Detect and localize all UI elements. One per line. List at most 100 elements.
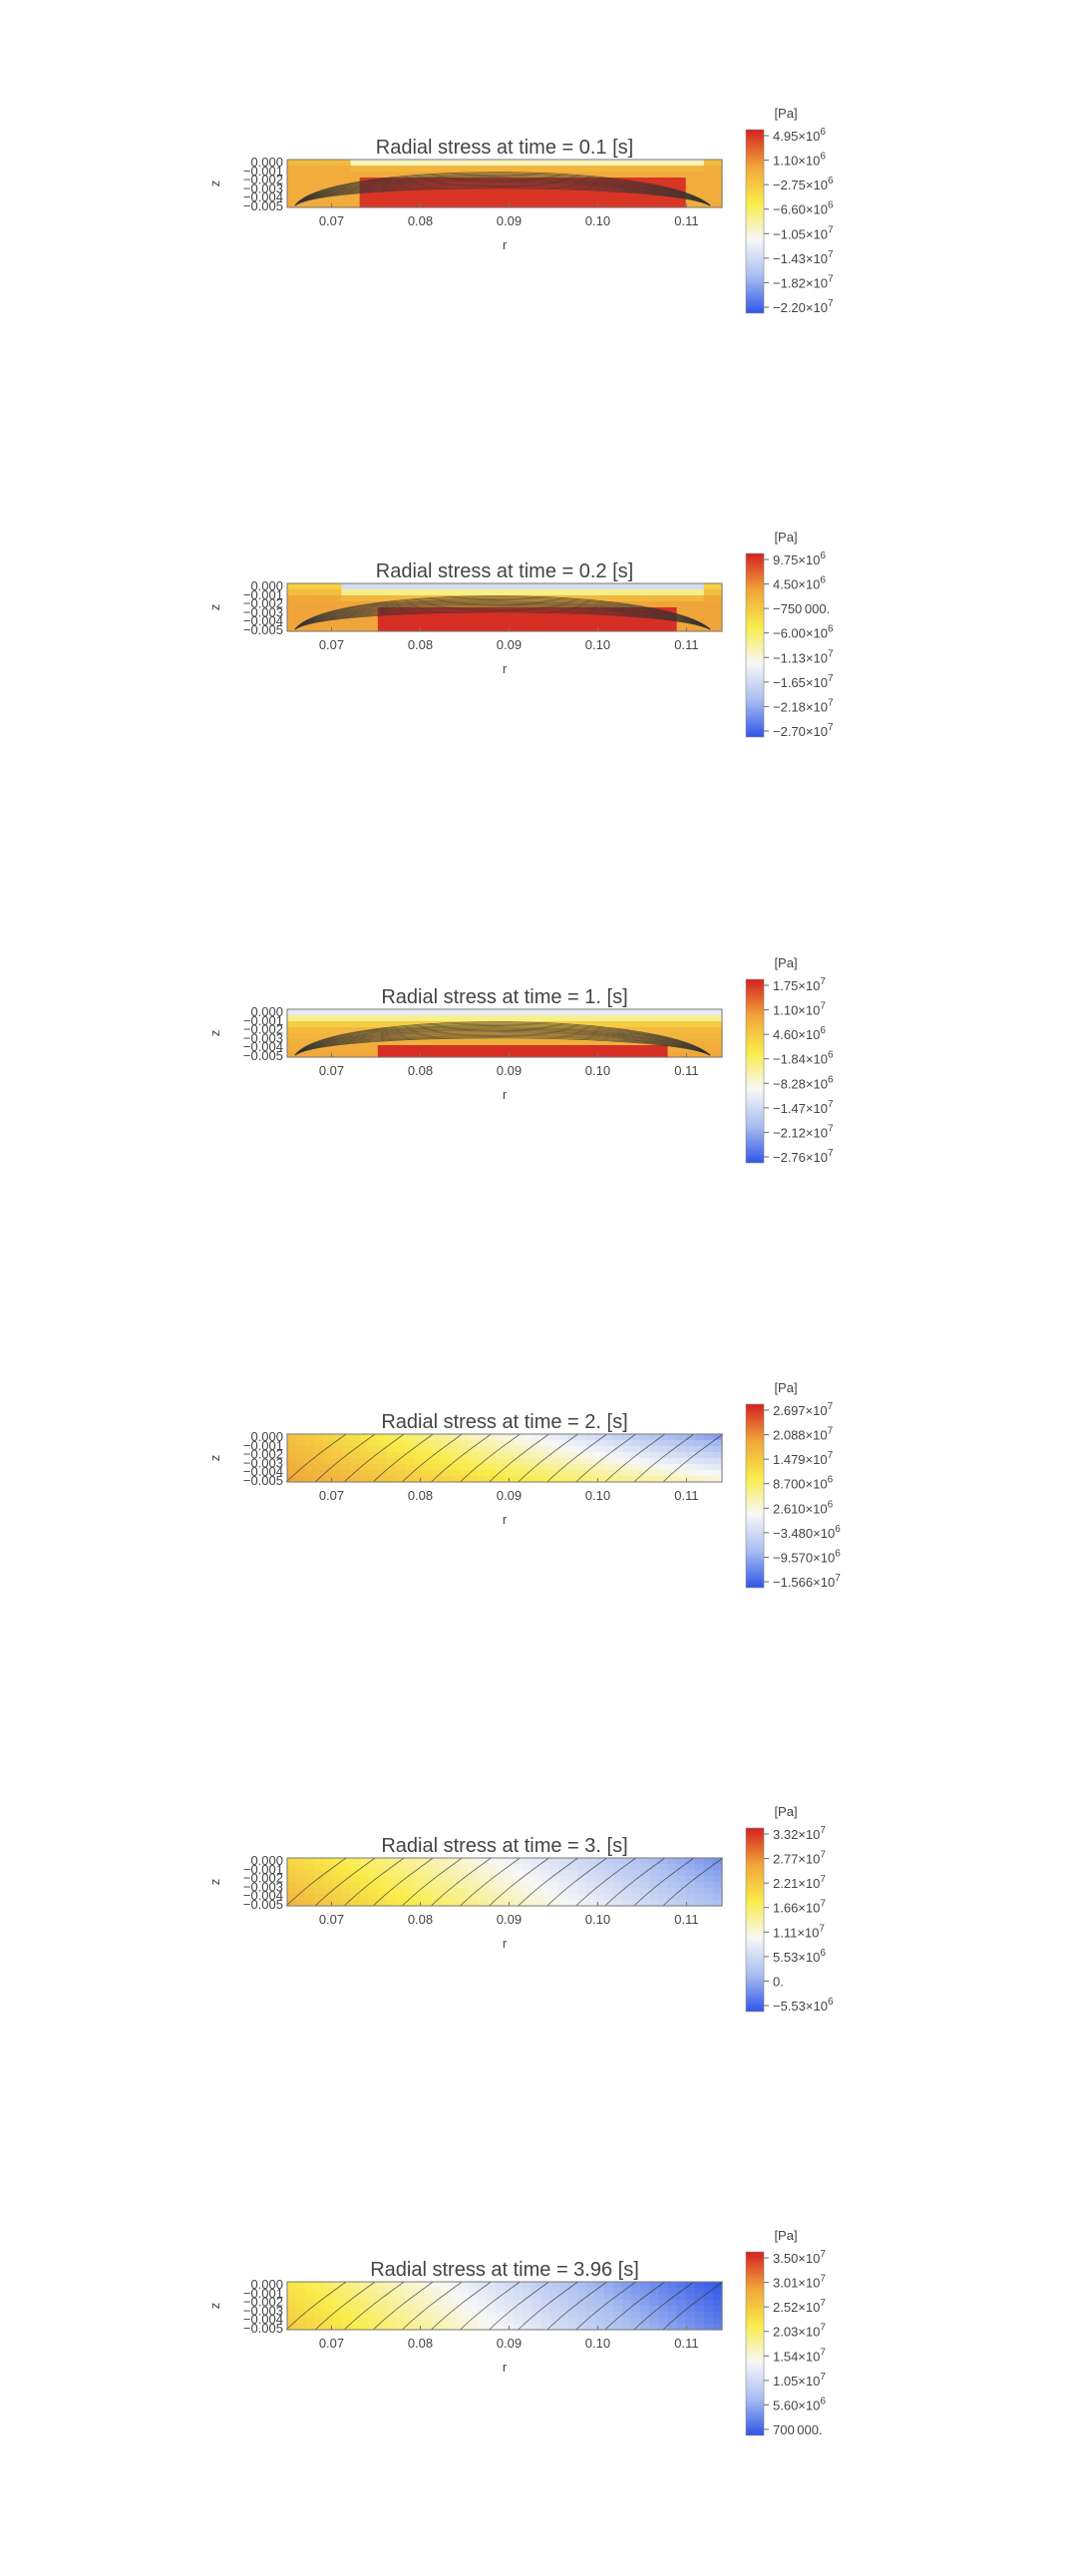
field-cell xyxy=(712,625,723,632)
field-cell xyxy=(603,2294,614,2301)
field-cell xyxy=(323,2312,334,2319)
contour-line xyxy=(489,2281,549,2331)
field-cell xyxy=(603,2324,614,2331)
field-cell xyxy=(676,1900,687,1907)
field-cell xyxy=(386,1858,397,1865)
field-cell xyxy=(350,1009,361,1016)
field-cell xyxy=(576,1009,587,1016)
field-cell xyxy=(468,160,479,167)
field-cell xyxy=(468,1440,479,1447)
field-cell xyxy=(459,2282,470,2289)
field-cell xyxy=(350,2288,361,2295)
field-cell xyxy=(450,1045,461,1052)
field-cell xyxy=(305,2312,315,2319)
field-cell xyxy=(314,166,324,173)
field-cell xyxy=(350,1882,361,1889)
field-cell xyxy=(567,1864,578,1871)
field-cell xyxy=(594,2318,605,2325)
field-cell xyxy=(622,1440,632,1447)
field-cell xyxy=(667,1033,678,1040)
x-tick-label: 0.07 xyxy=(319,1063,344,1078)
field-cell xyxy=(631,2306,641,2313)
field-cell xyxy=(676,1888,687,1895)
field-cell xyxy=(486,1009,497,1016)
colorbar-tick-label: −1.13×107 xyxy=(773,648,834,665)
field-cell xyxy=(423,1027,433,1034)
field-cell xyxy=(640,184,650,190)
field-cell xyxy=(658,2312,669,2319)
field-cell xyxy=(585,1476,596,1483)
field-cell xyxy=(332,166,343,173)
field-cell xyxy=(314,201,324,208)
field-cell xyxy=(341,1434,352,1441)
y-tick-label: −0.004 xyxy=(243,1464,283,1479)
field-cell xyxy=(640,160,650,167)
field-cell xyxy=(314,2318,324,2325)
field-cell xyxy=(359,1470,370,1477)
field-cell xyxy=(368,2300,379,2307)
field-cell xyxy=(314,160,324,167)
field-cell xyxy=(532,613,541,620)
field-cell xyxy=(386,2282,397,2289)
field-cell xyxy=(459,1470,470,1477)
field-cell xyxy=(603,2300,614,2307)
field-cell xyxy=(314,619,324,626)
field-cell xyxy=(658,172,669,179)
field-cell xyxy=(468,189,479,196)
field-cell xyxy=(377,1027,388,1034)
field-cell xyxy=(287,1476,297,1483)
field-cell xyxy=(423,166,433,173)
field-cell xyxy=(576,166,587,173)
field-cell xyxy=(576,1888,587,1895)
field-cell xyxy=(685,184,696,190)
field-cell xyxy=(386,201,397,208)
field-cell xyxy=(368,1458,379,1465)
field-cell xyxy=(287,1876,297,1883)
field-cell xyxy=(495,201,506,208)
field-cell xyxy=(622,1009,632,1016)
field-cell xyxy=(296,2282,306,2289)
field-cell xyxy=(495,1876,506,1883)
field-cell xyxy=(441,613,452,620)
field-cell xyxy=(549,613,560,620)
field-cell xyxy=(585,1894,596,1901)
field-cell xyxy=(703,1021,714,1028)
field-cell xyxy=(396,1476,406,1483)
field-cell xyxy=(523,195,533,202)
field-cell xyxy=(332,2300,343,2307)
field-cell xyxy=(712,1440,723,1447)
field-cell xyxy=(468,583,479,590)
colorbar: [Pa]1.75×1071.10×1074.60×106−1.84×106−8.… xyxy=(745,955,834,1165)
field-cell xyxy=(323,1864,334,1871)
field-cell xyxy=(603,1864,614,1871)
field-cell xyxy=(368,1876,379,1883)
field-cell xyxy=(603,1009,614,1016)
field-cell xyxy=(712,1039,723,1046)
field-cell xyxy=(613,1876,623,1883)
field-cell xyxy=(658,1452,669,1459)
field-cell xyxy=(622,201,632,208)
field-cell xyxy=(540,1876,551,1883)
field-cell xyxy=(594,172,605,179)
field-cell xyxy=(477,2282,488,2289)
field-cell xyxy=(432,619,443,626)
field-cell xyxy=(576,2294,587,2301)
contour-line xyxy=(294,607,711,630)
field-cell xyxy=(685,1476,696,1483)
field-cell xyxy=(441,2294,452,2301)
field-cell xyxy=(495,589,506,596)
field-cell xyxy=(594,1858,605,1865)
field-cell xyxy=(532,195,541,202)
x-axis-label: r xyxy=(503,237,508,252)
field-cell xyxy=(613,201,623,208)
y-tick-label: −0.002 xyxy=(243,173,283,187)
field-cell xyxy=(296,1452,306,1459)
field-cell xyxy=(631,2294,641,2301)
field-cell xyxy=(423,2300,433,2307)
field-cell xyxy=(359,619,370,626)
field-cell xyxy=(368,195,379,202)
field-cell xyxy=(649,595,660,602)
y-axis-label: z xyxy=(207,1879,222,1886)
field-cell xyxy=(613,1464,623,1471)
field-cell xyxy=(405,1464,415,1471)
